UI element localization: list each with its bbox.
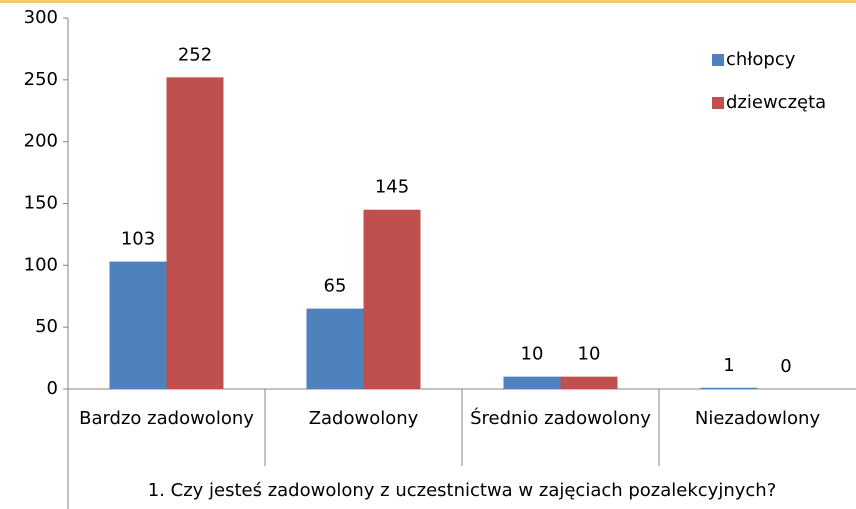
y-tick-label: 200 [24, 131, 58, 152]
bar [503, 376, 561, 389]
y-tick-label: 100 [24, 254, 58, 275]
data-label: 1 [723, 355, 734, 376]
bar [306, 308, 364, 389]
data-label: 103 [121, 229, 155, 250]
y-tick-label: 300 [24, 7, 58, 28]
x-tick-label: Średnio zadowolony [470, 407, 651, 429]
x-tick-label: Niezadowlony [695, 408, 821, 429]
data-label: 145 [375, 177, 409, 198]
y-tick-label: 50 [35, 316, 58, 337]
data-label: 65 [324, 276, 347, 297]
bar [363, 209, 421, 389]
bar [560, 376, 618, 389]
y-tick-label: 250 [24, 69, 58, 90]
data-label: 10 [578, 344, 601, 365]
legend-swatch [712, 54, 724, 66]
x-axis-label: 1. Czy jesteś zadowolony z uczestnictwa … [148, 480, 777, 501]
top-border [0, 0, 856, 3]
data-label: 0 [780, 356, 791, 377]
y-tick-label: 0 [47, 378, 58, 399]
bar [166, 77, 224, 390]
legend-label: dziewczęta [726, 92, 826, 113]
y-tick-label: 150 [24, 193, 58, 214]
data-label: 10 [521, 344, 544, 365]
x-tick-label: Bardzo zadowolony [79, 408, 254, 429]
x-tick-label: Zadowolony [309, 408, 419, 429]
legend-label: chłopcy [726, 49, 796, 70]
legend-swatch [712, 97, 724, 109]
data-label: 252 [178, 44, 212, 65]
bar [700, 387, 758, 389]
bar [109, 261, 167, 389]
